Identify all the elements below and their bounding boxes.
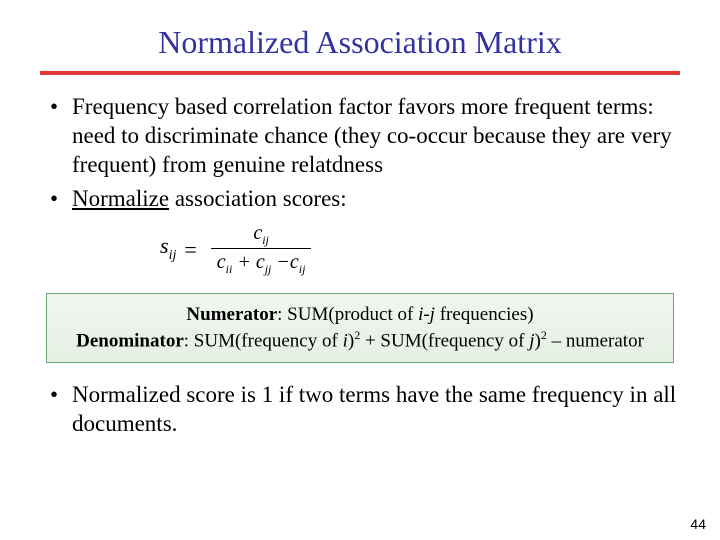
box-l2-c: + SUM(frequency of <box>360 330 529 351</box>
box-l1-b: frequencies) <box>435 304 534 325</box>
den-plus: + <box>237 251 251 273</box>
formula: sij = cij cii + cjj −cij <box>160 222 680 277</box>
box-l1-bold: Numerator <box>186 304 277 325</box>
den-t2-sub: jj <box>265 262 272 276</box>
den-t3-sub: ij <box>299 262 306 276</box>
fraction: cij cii + cjj −cij <box>211 222 312 277</box>
box-l2-e: – numerator <box>547 330 644 351</box>
slide: Normalized Association Matrix Frequency … <box>0 0 720 540</box>
formula-lhs-var: s <box>160 233 169 258</box>
numerator: cij <box>211 222 312 249</box>
slide-title: Normalized Association Matrix <box>40 24 680 61</box>
bullet-list-2: Normalized score is 1 if two terms have … <box>40 381 680 439</box>
box-line-1: Numerator: SUM(product of i-j frequencie… <box>59 304 661 326</box>
den-t1-var: c <box>217 251 226 273</box>
equals-sign: = <box>184 237 196 262</box>
bullet-1: Frequency based correlation factor favor… <box>50 93 680 179</box>
explanation-box: Numerator: SUM(product of i-j frequencie… <box>46 293 674 363</box>
bullet-1-text: Frequency based correlation factor favor… <box>72 94 672 177</box>
num-sub: ij <box>262 233 269 247</box>
title-rule <box>40 71 680 75</box>
bullet-2-underlined: Normalize <box>72 186 169 211</box>
box-l1-a: : SUM(product of <box>277 304 418 325</box>
bullet-3: Normalized score is 1 if two terms have … <box>50 381 680 439</box>
box-l1-ij: i-j <box>418 304 435 325</box>
den-t1-sub: ii <box>226 262 233 276</box>
box-l2-a: : SUM(frequency of <box>184 330 343 351</box>
denominator: cii + cjj −cij <box>211 249 312 277</box>
den-minus: − <box>276 251 290 273</box>
page-number: 44 <box>690 516 706 532</box>
den-t2-var: c <box>256 251 265 273</box>
box-l2-bold: Denominator <box>76 330 184 351</box>
den-t3-var: c <box>290 251 299 273</box>
box-line-2: Denominator: SUM(frequency of i)2 + SUM(… <box>59 328 661 352</box>
bullet-list: Frequency based correlation factor favor… <box>40 93 680 214</box>
bullet-2-rest: association scores: <box>169 186 347 211</box>
bullet-3-text: Normalized score is 1 if two terms have … <box>72 382 676 436</box>
num-var: c <box>253 222 262 244</box>
bullet-2: Normalize association scores: <box>50 185 680 214</box>
formula-lhs-sub: ij <box>169 248 177 263</box>
